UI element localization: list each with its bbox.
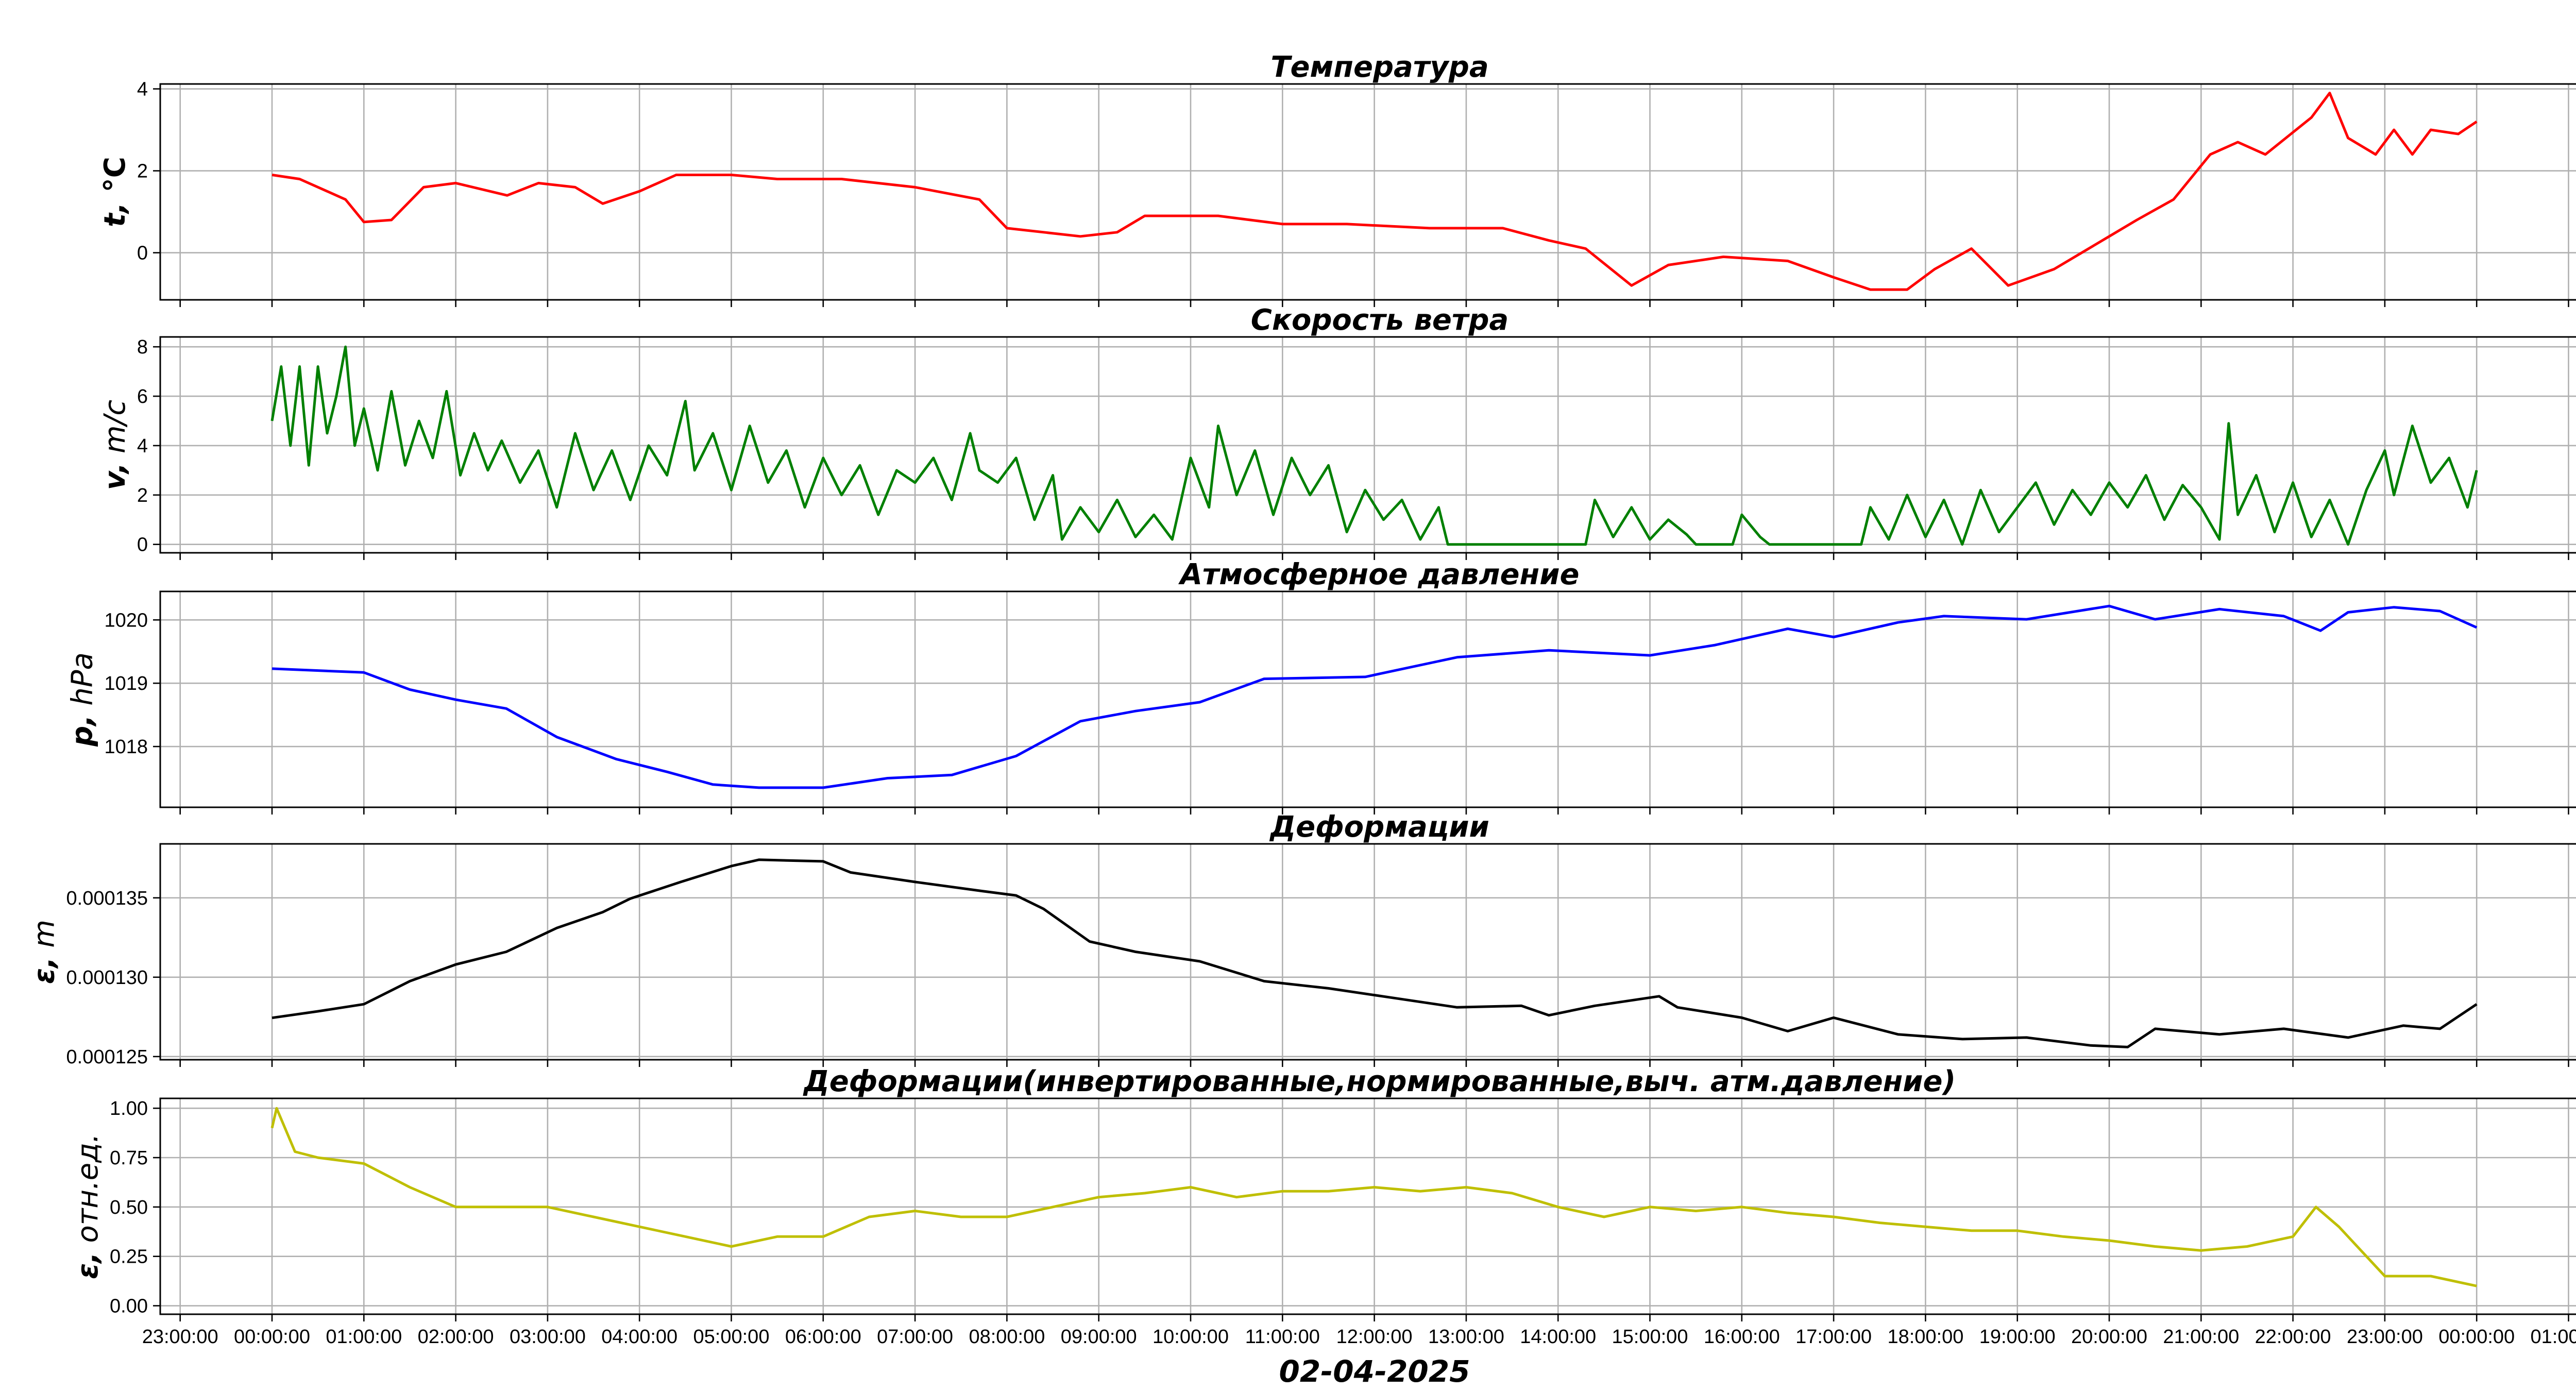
y-axis-label: ε, m [28,920,61,984]
x-tick-label: 18:00:00 [1887,1326,1963,1348]
panel-title: Атмосферное давление [1178,558,1580,591]
x-tick-label: 10:00:00 [1153,1326,1229,1348]
y-tick-label: 0.50 [110,1197,148,1218]
deformation-normalized-series-line [270,1107,2477,1287]
x-tick-label: 11:00:00 [1245,1326,1320,1348]
y-tick-label: 1018 [104,736,148,758]
y-axis-unit: °C [98,157,132,202]
x-tick-label: 05:00:00 [693,1326,770,1348]
y-axis-label: v, m/c [98,400,132,490]
x-tick-label: 14:00:00 [1520,1326,1596,1348]
y-axis-symbol: ε, [71,1252,105,1279]
y-tick-label: 4 [137,79,148,100]
pressure-series-line [272,604,2478,789]
temperature-series-line [272,92,2478,291]
x-tick-label: 23:00:00 [2347,1326,2423,1348]
y-tick-label: 2 [137,485,148,506]
y-tick-label: 0.75 [110,1147,148,1169]
x-tick-label: 00:00:00 [2438,1326,2515,1348]
wind-speed-panel: 0 2 4 6 8 Скорость ветра v, m/c [98,303,2576,560]
y-tick-label: 4 [137,435,148,457]
deformation-normalized-panel: 0.00 0.25 0.50 0.75 1.00 Деформации(инвертиро… [71,1065,2576,1321]
y-axis-symbol: p, [65,715,99,747]
y-axis-unit: отн.ед. [71,1133,105,1252]
y-tick-label: 6 [137,386,148,408]
x-tick-label: 16:00:00 [1704,1326,1780,1348]
x-tick-label: 02:00:00 [418,1326,494,1348]
wind-speed-series-line [270,345,2478,546]
y-axis-label: t, °C [98,157,132,227]
y-tick-label: 0 [137,534,148,556]
x-tick-label: 15:00:00 [1612,1326,1688,1348]
y-tick-label: 0.000135 [66,888,148,909]
y-axis-unit: hPa [65,652,99,715]
axes-frame [159,843,2576,1061]
y-axis-unit: m [28,920,61,957]
y-tick-label: 1.00 [110,1098,148,1119]
y-tick-label: 1019 [104,673,148,694]
y-tick-label: 0.000130 [66,967,148,989]
y-tick-label: 2 [137,161,148,182]
y-tick-label: 0.25 [110,1246,148,1268]
pressure-panel: 1018 1019 1020 Атмосферное давление p, hPa [65,558,2576,815]
y-axis-symbol: ε, [28,957,61,983]
x-tick-label: 00:00:00 [234,1326,310,1348]
panel-title: Деформации(инвертированные,нормированные… [803,1065,1956,1098]
temperature-panel: 0 2 4 Температура t, °C [98,50,2576,307]
y-tick-label: 0.000125 [66,1046,148,1068]
x-tick-label: 08:00:00 [969,1326,1045,1348]
x-tick-label: 12:00:00 [1336,1326,1413,1348]
x-tick-label: 04:00:00 [601,1326,677,1348]
x-tick-label: 21:00:00 [2163,1326,2239,1348]
x-tick-label: 09:00:00 [1061,1326,1137,1348]
y-axis-label: ε, отн.ед. [71,1133,105,1279]
x-axis-label: 02-04-2025 [1279,1354,1470,1389]
axes-frame [159,1097,2576,1315]
x-tick-label: 06:00:00 [785,1326,861,1348]
x-tick-label: 20:00:00 [2071,1326,2147,1348]
y-tick-label: 1020 [104,609,148,631]
x-tick-label: 19:00:00 [1979,1326,2056,1348]
x-tick-label: 07:00:00 [877,1326,953,1348]
axes-frame [159,83,2576,301]
x-tick-label: 13:00:00 [1428,1326,1504,1348]
y-tick-label: 8 [137,336,148,358]
panel-title: Скорость ветра [1251,303,1509,337]
panel-title: Деформации [1269,810,1489,844]
x-tick-label: 17:00:00 [1795,1326,1872,1348]
panel-title: Температура [1270,50,1488,84]
y-axis-unit: m/c [98,400,132,463]
x-tick-label: 22:00:00 [2255,1326,2331,1348]
x-tick-label: 03:00:00 [510,1326,586,1348]
deformation-series-line [272,858,2478,1048]
y-axis-label: p, hPa [65,652,99,747]
x-tick-label: 23:00:00 [142,1326,218,1348]
deformation-panel: 0.000125 0.000130 0.000135 Деформации ε, m [28,810,2576,1068]
y-axis-symbol: t, [98,202,132,227]
axes-frame [159,590,2576,808]
y-tick-label: 0.00 [110,1296,148,1317]
x-tick-label: 01:00:00 [2531,1326,2576,1348]
y-tick-label: 0 [137,243,148,264]
x-tick-label: 01:00:00 [326,1326,402,1348]
axes-frame [159,336,2576,554]
y-axis-symbol: v, [98,463,132,490]
